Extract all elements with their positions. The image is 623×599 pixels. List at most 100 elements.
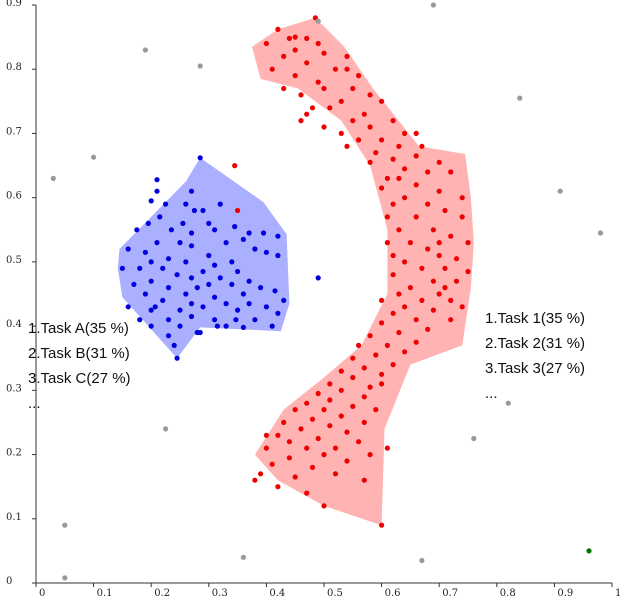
data-point (379, 297, 385, 303)
legend-right: 1.Task 1(35 %) 2.Task 2(31 %) 3.Task 3(2… (485, 306, 585, 406)
data-point (453, 256, 460, 262)
data-point (298, 426, 304, 432)
data-point (384, 214, 390, 220)
data-point (281, 53, 287, 60)
data-point (425, 169, 431, 175)
data-point (430, 2, 436, 8)
data-point (332, 445, 339, 451)
data-point (142, 249, 148, 255)
data-point (361, 365, 367, 371)
data-point (379, 371, 385, 377)
data-point (269, 323, 275, 329)
data-point (436, 291, 442, 297)
data-point (448, 169, 454, 175)
data-point (183, 291, 189, 297)
data-point (396, 175, 402, 181)
data-point (402, 166, 408, 172)
data-point (309, 416, 316, 422)
y-tick-label: 0.2 (6, 448, 22, 459)
data-point (194, 285, 200, 291)
data-point (338, 368, 344, 374)
data-point (315, 435, 321, 442)
x-tick-label: 0 (39, 588, 45, 599)
data-point (356, 137, 362, 143)
data-point (419, 557, 425, 564)
data-point (396, 143, 402, 149)
legend-right-item: 3.Task 3(27 %) (485, 360, 586, 377)
data-point (315, 390, 321, 397)
data-point (233, 317, 239, 323)
data-point (212, 317, 218, 323)
data-point (557, 188, 563, 194)
data-point (235, 207, 241, 214)
data-point (275, 310, 281, 316)
data-point (281, 297, 287, 303)
data-point (229, 259, 235, 265)
data-point (304, 445, 310, 451)
x-tick-label: 0.5 (327, 588, 343, 599)
data-point (321, 50, 327, 56)
data-point (292, 474, 298, 480)
data-point (396, 291, 402, 297)
data-point (597, 230, 604, 236)
data-point (390, 362, 396, 368)
data-point (298, 118, 304, 124)
data-point (269, 461, 275, 467)
data-point (50, 175, 56, 181)
data-point (332, 66, 339, 72)
data-point (379, 381, 385, 387)
data-point (281, 85, 287, 92)
y-tick-label: 0.7 (6, 126, 22, 137)
data-point (436, 159, 442, 165)
data-point (197, 63, 203, 69)
data-point (260, 230, 267, 236)
data-point (240, 291, 246, 297)
y-tick-label: 0.1 (6, 512, 22, 523)
legend-left-item: ... (28, 395, 41, 412)
data-point (188, 243, 195, 249)
data-point (165, 256, 172, 262)
x-tick-label: 0.9 (557, 588, 573, 599)
data-point (338, 387, 344, 393)
data-point (327, 381, 333, 387)
data-point (344, 53, 350, 60)
data-point (321, 124, 327, 130)
legend-right-item: 2.Task 2(31 %) (485, 335, 586, 352)
cluster-hull (117, 157, 290, 359)
data-point (263, 304, 269, 310)
data-point (125, 304, 131, 310)
data-point (188, 301, 195, 307)
data-point (212, 227, 218, 233)
data-point (263, 249, 269, 255)
data-point (240, 236, 246, 242)
data-point (344, 143, 350, 149)
legend-right-item: ... (485, 385, 498, 402)
data-point (402, 130, 408, 136)
data-point (197, 329, 203, 336)
data-point (223, 301, 229, 307)
x-tick-label: 0.2 (154, 588, 170, 599)
data-point (367, 159, 373, 165)
data-point (304, 60, 310, 66)
y-tick-label: 0.3 (6, 383, 22, 394)
data-point (191, 207, 197, 214)
data-point (183, 259, 189, 265)
data-point (321, 452, 327, 458)
data-point (125, 246, 131, 252)
data-point (206, 220, 212, 226)
legend-left-item: 3.Task C(27 %) (28, 370, 131, 387)
data-point (148, 198, 154, 204)
data-point (350, 85, 356, 92)
y-tick-label: 0.9 (6, 0, 22, 9)
data-point (165, 333, 172, 339)
data-point (436, 240, 442, 246)
data-point (177, 323, 183, 329)
data-point (263, 432, 269, 438)
data-point (379, 98, 385, 104)
data-point (281, 419, 287, 425)
data-point (327, 105, 333, 111)
data-point (258, 471, 264, 477)
data-point (430, 278, 436, 284)
legend-left: 1.Task A(35 %) 2.Task B(31 %) 3.Task C(2… (28, 316, 131, 416)
